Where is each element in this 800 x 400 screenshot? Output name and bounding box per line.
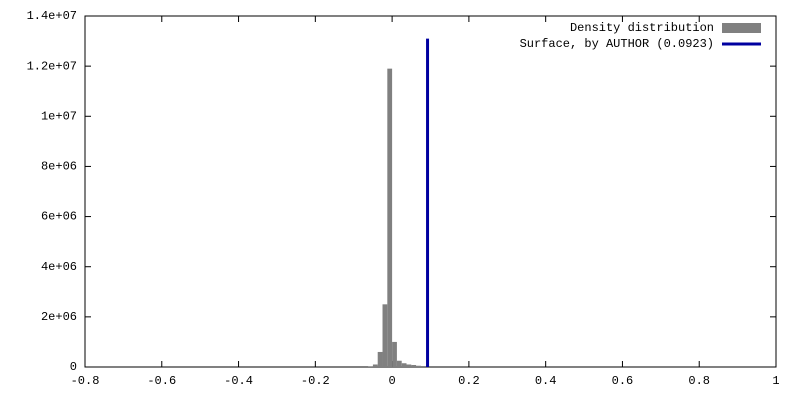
x-tick-label: 0.6 <box>612 374 634 388</box>
bar <box>401 363 407 367</box>
y-tick-label: 4e+06 <box>41 260 77 274</box>
bar <box>411 364 417 367</box>
bar <box>396 360 402 367</box>
x-tick-label: 0.2 <box>458 374 480 388</box>
y-tick-label: 1.2e+07 <box>27 59 77 73</box>
x-tick-label: -0.6 <box>147 374 176 388</box>
x-tick-label: 1 <box>772 374 779 388</box>
x-tick-label: -0.2 <box>301 374 330 388</box>
bar <box>416 365 421 367</box>
x-tick-label: -0.4 <box>224 374 253 388</box>
bar <box>387 68 393 368</box>
y-tick-label: 8e+06 <box>41 160 77 174</box>
y-tick-label: 1.4e+07 <box>27 9 77 23</box>
y-tick-label: 2e+06 <box>41 310 77 324</box>
plot-frame <box>84 15 777 368</box>
bar <box>368 366 373 367</box>
x-tick-label: 0.4 <box>535 374 557 388</box>
bar <box>377 351 383 367</box>
y-tick-label: 0 <box>70 360 77 374</box>
y-tick-label: 1e+07 <box>41 109 77 123</box>
legend-label: Density distribution <box>570 21 714 35</box>
bar <box>392 341 397 367</box>
bar <box>372 364 378 367</box>
x-tick-label: -0.8 <box>71 374 100 388</box>
legend-swatch <box>722 23 761 33</box>
x-tick-label: 0 <box>389 374 396 388</box>
x-tick-label: 0.8 <box>688 374 710 388</box>
legend-label: Surface, by AUTHOR (0.0923) <box>520 37 714 51</box>
y-tick-label: 6e+06 <box>41 210 77 224</box>
bar <box>406 364 412 367</box>
bar <box>382 304 388 367</box>
